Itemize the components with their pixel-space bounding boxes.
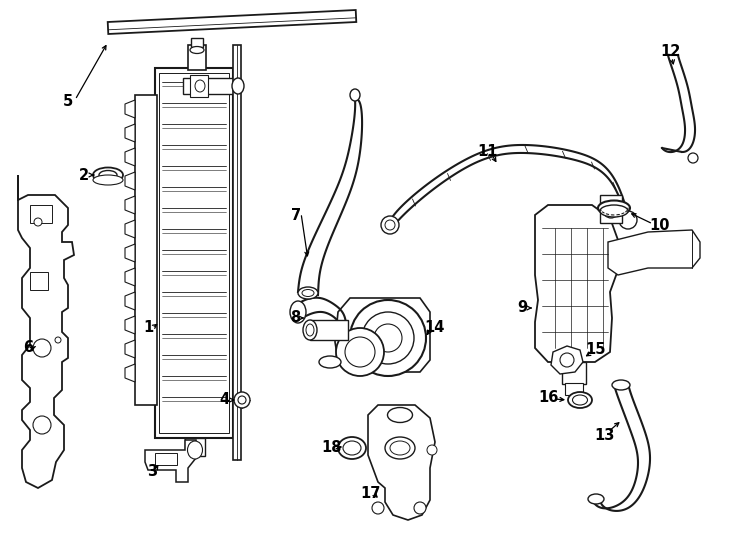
- Polygon shape: [108, 10, 356, 34]
- Bar: [565, 383, 583, 395]
- Bar: [30, 272, 48, 290]
- Polygon shape: [608, 230, 700, 275]
- Text: 18: 18: [321, 440, 342, 455]
- Circle shape: [619, 211, 637, 229]
- Ellipse shape: [343, 441, 361, 455]
- Text: 9: 9: [517, 300, 527, 315]
- Bar: [159, 73, 229, 433]
- Ellipse shape: [290, 301, 306, 323]
- Polygon shape: [535, 205, 618, 362]
- Circle shape: [34, 218, 42, 226]
- Circle shape: [350, 300, 426, 376]
- Ellipse shape: [298, 287, 318, 299]
- Ellipse shape: [319, 356, 341, 368]
- Ellipse shape: [338, 437, 366, 459]
- Bar: [183, 78, 238, 94]
- Bar: [190, 75, 208, 97]
- Polygon shape: [145, 440, 196, 482]
- Polygon shape: [125, 316, 135, 334]
- Ellipse shape: [93, 167, 123, 183]
- Ellipse shape: [385, 437, 415, 459]
- Polygon shape: [125, 244, 135, 262]
- Polygon shape: [125, 340, 135, 358]
- Text: 14: 14: [425, 321, 446, 335]
- Bar: [233, 45, 241, 460]
- Bar: [135, 95, 157, 405]
- Text: 7: 7: [291, 207, 301, 222]
- Circle shape: [603, 202, 619, 218]
- Circle shape: [381, 216, 399, 234]
- Polygon shape: [335, 298, 430, 372]
- Ellipse shape: [388, 408, 413, 422]
- Ellipse shape: [99, 171, 117, 179]
- Ellipse shape: [306, 324, 314, 336]
- Text: 3: 3: [147, 464, 157, 480]
- Text: 12: 12: [661, 44, 681, 59]
- Text: 4: 4: [219, 393, 229, 408]
- Polygon shape: [551, 346, 583, 374]
- Text: 6: 6: [23, 341, 33, 355]
- Polygon shape: [125, 148, 135, 166]
- Polygon shape: [125, 172, 135, 190]
- Polygon shape: [125, 196, 135, 214]
- Ellipse shape: [303, 320, 317, 340]
- Polygon shape: [125, 292, 135, 310]
- Polygon shape: [125, 364, 135, 382]
- Bar: [310, 320, 348, 340]
- Polygon shape: [125, 124, 135, 142]
- Text: 13: 13: [595, 428, 615, 442]
- Bar: [30, 205, 52, 223]
- Bar: [155, 68, 233, 438]
- Circle shape: [238, 396, 246, 404]
- Circle shape: [414, 502, 426, 514]
- Circle shape: [234, 392, 250, 408]
- Ellipse shape: [600, 205, 628, 217]
- Text: 5: 5: [63, 94, 73, 110]
- Polygon shape: [18, 175, 74, 488]
- Circle shape: [336, 328, 384, 376]
- Ellipse shape: [187, 441, 203, 459]
- Ellipse shape: [390, 441, 410, 455]
- Ellipse shape: [302, 289, 314, 296]
- Circle shape: [427, 445, 437, 455]
- Circle shape: [345, 337, 375, 367]
- Text: 15: 15: [586, 342, 606, 357]
- Bar: [562, 362, 586, 384]
- Ellipse shape: [588, 494, 604, 504]
- Polygon shape: [125, 100, 135, 118]
- Ellipse shape: [568, 392, 592, 408]
- Ellipse shape: [573, 395, 587, 405]
- Ellipse shape: [190, 46, 204, 53]
- Circle shape: [33, 416, 51, 434]
- Bar: [188, 45, 206, 70]
- Text: 10: 10: [650, 219, 670, 233]
- Text: 17: 17: [360, 485, 380, 501]
- Ellipse shape: [195, 80, 205, 92]
- Circle shape: [688, 153, 698, 163]
- Text: 16: 16: [538, 390, 558, 406]
- Text: 1: 1: [143, 321, 153, 335]
- Text: 11: 11: [478, 145, 498, 159]
- Polygon shape: [125, 220, 135, 238]
- Polygon shape: [368, 405, 435, 520]
- Text: 8: 8: [290, 310, 300, 326]
- Circle shape: [372, 502, 384, 514]
- Ellipse shape: [612, 380, 630, 390]
- Bar: [185, 438, 205, 456]
- Circle shape: [374, 324, 402, 352]
- Ellipse shape: [93, 175, 123, 185]
- Circle shape: [385, 220, 395, 230]
- Ellipse shape: [350, 89, 360, 101]
- Polygon shape: [125, 268, 135, 286]
- Bar: [600, 195, 622, 223]
- Circle shape: [560, 353, 574, 367]
- Ellipse shape: [598, 200, 630, 215]
- Circle shape: [362, 312, 414, 364]
- Circle shape: [33, 339, 51, 357]
- Text: 2: 2: [79, 167, 89, 183]
- Circle shape: [55, 337, 61, 343]
- Ellipse shape: [232, 78, 244, 94]
- Bar: [191, 38, 203, 47]
- Bar: [155, 453, 177, 465]
